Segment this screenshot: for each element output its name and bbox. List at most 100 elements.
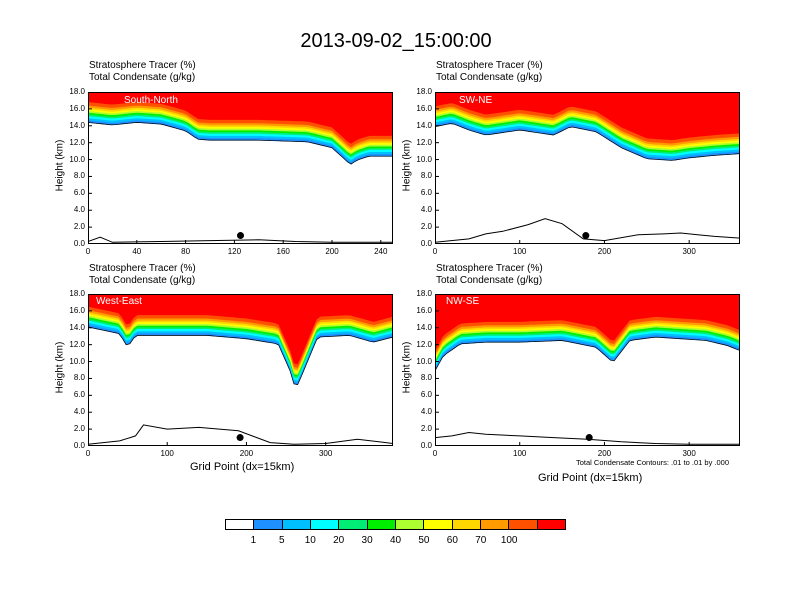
x-tick-label: 80: [181, 247, 191, 256]
colorbar-box-2: [282, 520, 311, 529]
y-tick-label: 4.0: [73, 205, 85, 215]
y-tick-label: 10.0: [416, 356, 432, 366]
y-tick-label: 0.0: [420, 239, 432, 248]
x-tick-label: 0: [432, 247, 438, 256]
y-tick-label: 10.0: [69, 356, 85, 366]
panel4-xlabel: Grid Point (dx=15km): [538, 472, 643, 484]
terrain-line: [88, 424, 393, 445]
colorbar-label: 10: [304, 535, 316, 546]
panel4-title-line1: Stratosphere Tracer (%): [436, 263, 543, 274]
panel2-title-line1: Stratosphere Tracer (%): [436, 60, 543, 71]
colorbar-box-10: [509, 520, 538, 529]
plot-frame: [435, 92, 740, 244]
colorbar-label: 5: [279, 535, 285, 546]
y-tick-label: 8.0: [420, 373, 432, 383]
y-tick-label: 16.0: [416, 305, 432, 315]
x-tick-label: 100: [160, 449, 174, 458]
y-tick-label: 18.0: [69, 289, 85, 298]
colorbar-box-5: [367, 520, 396, 529]
plot-frame: [88, 294, 393, 446]
colorbar-label: 20: [333, 535, 345, 546]
x-tick-label: 100: [513, 247, 527, 256]
y-tick-label: 4.0: [420, 205, 432, 215]
panel-west-east: [88, 294, 393, 446]
y-tick-label: 12.0: [69, 339, 85, 349]
colorbar-box-1: [254, 520, 283, 529]
colorbar-label: 100: [500, 535, 518, 546]
y-tick-label: 18.0: [69, 87, 85, 96]
y-tick-label: 12.0: [69, 137, 85, 147]
x-tick-label: 200: [597, 247, 612, 256]
colorbar-label: 40: [389, 535, 402, 546]
y-tick-label: 8.0: [73, 171, 85, 181]
x-tick-label: 240: [374, 247, 388, 256]
y-tick-label: 4.0: [420, 407, 432, 417]
panel1-title-line1: Stratosphere Tracer (%): [89, 60, 196, 71]
panel-plot-svg: [88, 294, 393, 446]
tracer-band-10: [88, 294, 393, 365]
x-tick-label: 300: [318, 449, 333, 458]
x-tick-label: 0: [432, 449, 438, 458]
y-tick-label: 6.0: [73, 390, 85, 400]
y-tick-label: 6.0: [420, 188, 432, 198]
location-marker: [237, 232, 244, 240]
colorbar-box-11: [537, 520, 565, 529]
y-tick-label: 14.0: [69, 322, 85, 332]
y-tick-label: 0.0: [73, 441, 85, 450]
condensate-contour: [435, 336, 740, 371]
condensate-contour: [88, 326, 393, 386]
y-tick-label: 0.0: [420, 441, 432, 450]
panel1-title-line2: Total Condensate (g/kg): [89, 72, 196, 83]
panel2-title-line2: Total Condensate (g/kg): [436, 72, 543, 83]
y-tick-label: 10.0: [69, 154, 85, 164]
panel4-name: NW-SE: [446, 296, 480, 307]
y-tick-label: 2.0: [73, 222, 85, 232]
panel2-name: SW-NE: [459, 95, 493, 106]
panel4-title-line2: Total Condensate (g/kg): [436, 275, 543, 286]
x-tick-label: 0: [85, 449, 91, 458]
panel3-xlabel: Grid Point (dx=15km): [190, 461, 295, 473]
tracer-band-10: [435, 294, 740, 351]
y-tick-label: 14.0: [69, 120, 85, 130]
panel1-name: South-North: [124, 95, 178, 106]
colorbar-box-6: [395, 520, 425, 529]
x-tick-label: 120: [227, 247, 242, 256]
panel3-name: West-East: [96, 296, 142, 307]
location-marker: [236, 434, 244, 442]
panel-nw-se: [435, 294, 740, 446]
plot-frame: [88, 92, 393, 244]
y-tick-label: 0.0: [73, 239, 85, 248]
y-tick-label: 2.0: [420, 222, 432, 232]
x-tick-label: 0: [85, 247, 91, 256]
x-tick-label: 200: [597, 449, 612, 458]
x-tick-label: 40: [132, 247, 142, 256]
panel3-title-line2: Total Condensate (g/kg): [89, 275, 196, 286]
y-tick-label: 10.0: [416, 154, 432, 164]
colorbar-label: 70: [475, 535, 487, 546]
y-tick-label: 18.0: [416, 87, 432, 96]
panel-plot-svg: [435, 294, 740, 446]
y-tick-label: 14.0: [416, 322, 432, 332]
y-tick-label: 18.0: [416, 289, 432, 298]
y-tick-label: 2.0: [420, 424, 432, 434]
colorbar: [225, 519, 566, 530]
colorbar-box-0: [226, 520, 255, 529]
colorbar-box-9: [480, 520, 510, 529]
tracer-band-10: [435, 92, 740, 141]
colorbar-box-3: [310, 520, 340, 529]
y-tick-label: 8.0: [73, 373, 85, 383]
panel-plot-svg: [88, 92, 393, 244]
colorbar-box-7: [424, 520, 453, 529]
y-tick-label: 12.0: [416, 137, 432, 147]
x-tick-label: 300: [682, 247, 696, 256]
y-tick-label: 12.0: [416, 339, 432, 349]
contour-footnote: Total Condensate Contours: .01 to .01 by…: [576, 458, 730, 467]
y-tick-label: 16.0: [69, 305, 85, 315]
y-tick-label: 6.0: [420, 390, 432, 400]
terrain-line: [435, 431, 740, 445]
x-tick-label: 100: [513, 449, 527, 458]
y-tick-label: 2.0: [73, 424, 85, 434]
plot-frame: [435, 294, 740, 446]
tracer-band-10: [88, 92, 393, 144]
panel-plot-svg: [435, 92, 740, 244]
